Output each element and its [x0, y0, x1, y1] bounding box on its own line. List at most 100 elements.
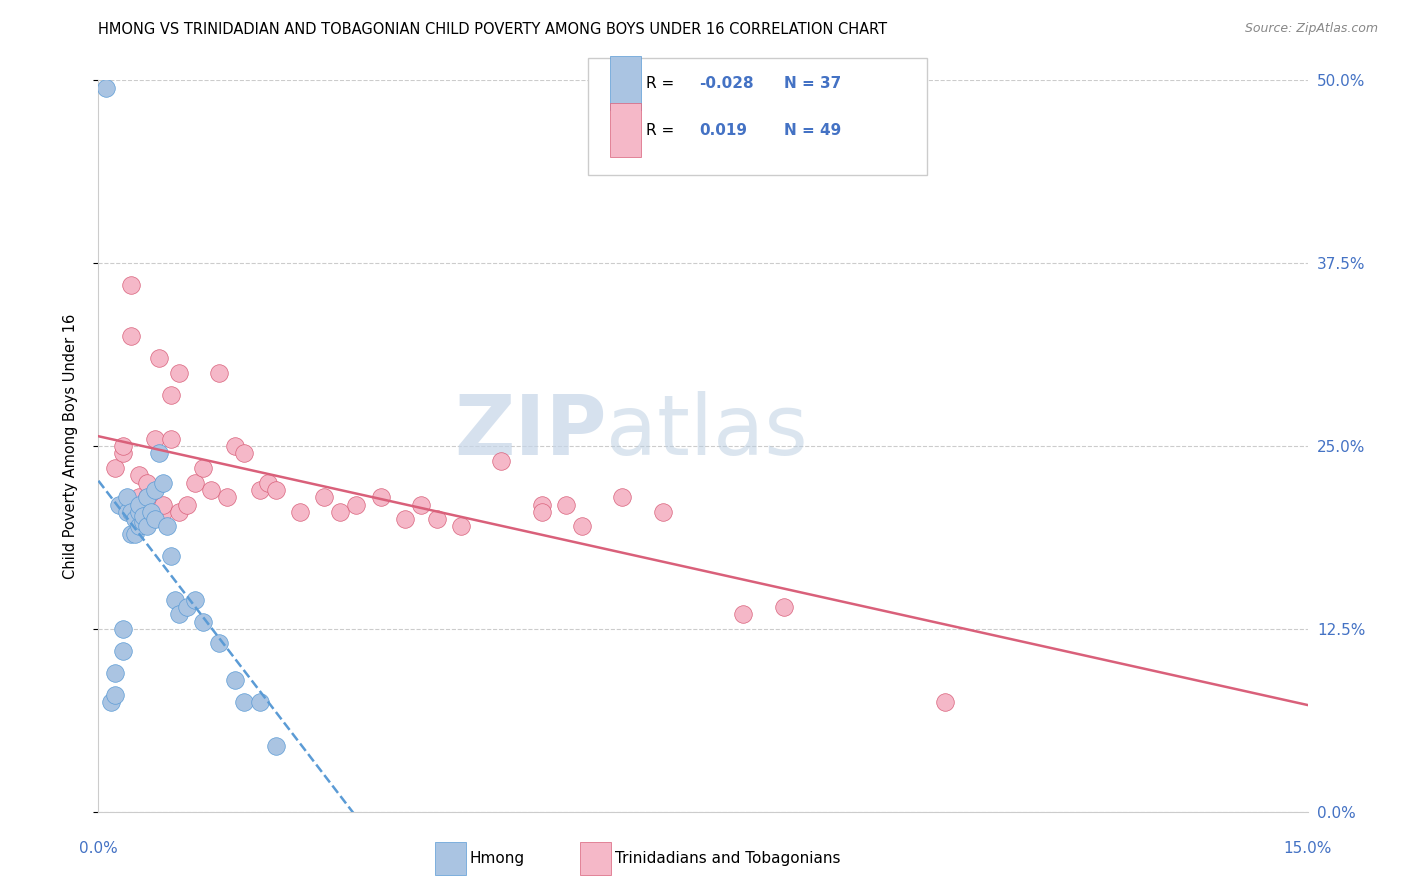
FancyBboxPatch shape	[579, 842, 612, 875]
Point	[148, 446, 170, 460]
Point	[132, 509, 155, 524]
Point	[107, 498, 129, 512]
FancyBboxPatch shape	[610, 103, 641, 157]
Point	[111, 439, 134, 453]
Point	[264, 739, 287, 753]
Text: N = 37: N = 37	[785, 76, 841, 91]
Point	[139, 505, 162, 519]
Point	[555, 498, 578, 512]
Point	[232, 446, 254, 460]
Point	[167, 505, 190, 519]
Point	[143, 512, 166, 526]
Point	[409, 498, 432, 512]
Text: Source: ZipAtlas.com: Source: ZipAtlas.com	[1244, 22, 1378, 36]
Point	[128, 519, 150, 533]
FancyBboxPatch shape	[434, 842, 465, 875]
Text: 0.0%: 0.0%	[79, 841, 118, 856]
Point	[530, 498, 553, 512]
Point	[148, 351, 170, 366]
Point	[124, 512, 146, 526]
Point	[224, 439, 246, 453]
Point	[128, 498, 150, 512]
Point	[135, 475, 157, 490]
Text: HMONG VS TRINIDADIAN AND TOBAGONIAN CHILD POVERTY AMONG BOYS UNDER 16 CORRELATIO: HMONG VS TRINIDADIAN AND TOBAGONIAN CHIL…	[98, 22, 887, 37]
Point	[115, 490, 138, 504]
Point	[96, 80, 118, 95]
Point	[132, 505, 155, 519]
Point	[111, 622, 134, 636]
FancyBboxPatch shape	[610, 56, 641, 110]
Point	[132, 515, 155, 529]
Point	[772, 599, 794, 614]
Point	[571, 519, 593, 533]
FancyBboxPatch shape	[588, 58, 927, 176]
Point	[120, 505, 142, 519]
Text: Hmong: Hmong	[470, 851, 524, 866]
Point	[733, 607, 755, 622]
Point	[124, 526, 146, 541]
Point	[120, 278, 142, 293]
Point	[256, 475, 278, 490]
Point	[200, 483, 222, 497]
Point	[491, 453, 513, 467]
Point	[184, 592, 207, 607]
Point	[100, 695, 122, 709]
Point	[167, 607, 190, 622]
Point	[344, 498, 367, 512]
Point	[249, 695, 271, 709]
Point	[370, 490, 392, 504]
Text: 15.0%: 15.0%	[1284, 841, 1331, 856]
Point	[156, 519, 179, 533]
Point	[651, 505, 673, 519]
Point	[120, 526, 142, 541]
Point	[143, 432, 166, 446]
Text: ZIP: ZIP	[454, 391, 606, 472]
Point	[163, 592, 186, 607]
Text: N = 49: N = 49	[785, 123, 841, 137]
Point	[103, 461, 125, 475]
Point	[217, 490, 239, 504]
Point	[160, 388, 183, 402]
Point	[152, 505, 174, 519]
Point	[193, 461, 215, 475]
Point	[135, 519, 157, 533]
Point	[103, 665, 125, 680]
Point	[193, 615, 215, 629]
Text: 0.019: 0.019	[699, 123, 748, 137]
Point	[232, 695, 254, 709]
Text: atlas: atlas	[606, 391, 808, 472]
Point	[139, 498, 162, 512]
Point	[167, 366, 190, 380]
Point	[152, 498, 174, 512]
Point	[224, 673, 246, 687]
Point	[208, 366, 231, 380]
Text: -0.028: -0.028	[699, 76, 754, 91]
Point	[160, 432, 183, 446]
Point	[176, 599, 198, 614]
Point	[176, 498, 198, 512]
Point	[103, 688, 125, 702]
Point	[288, 505, 311, 519]
Point	[530, 505, 553, 519]
Point	[135, 490, 157, 504]
Point	[135, 490, 157, 504]
Point	[184, 475, 207, 490]
Point	[115, 505, 138, 519]
Point	[111, 446, 134, 460]
Point	[128, 468, 150, 483]
Point	[143, 483, 166, 497]
Point	[314, 490, 336, 504]
Point	[160, 549, 183, 563]
Point	[934, 695, 956, 709]
Point	[612, 490, 634, 504]
Point	[329, 505, 352, 519]
Text: R =: R =	[647, 123, 675, 137]
Point	[426, 512, 449, 526]
Point	[208, 636, 231, 650]
Text: R =: R =	[647, 76, 675, 91]
Text: Trinidadians and Tobagonians: Trinidadians and Tobagonians	[614, 851, 841, 866]
Point	[152, 475, 174, 490]
Point	[450, 519, 472, 533]
Point	[111, 644, 134, 658]
Point	[264, 483, 287, 497]
